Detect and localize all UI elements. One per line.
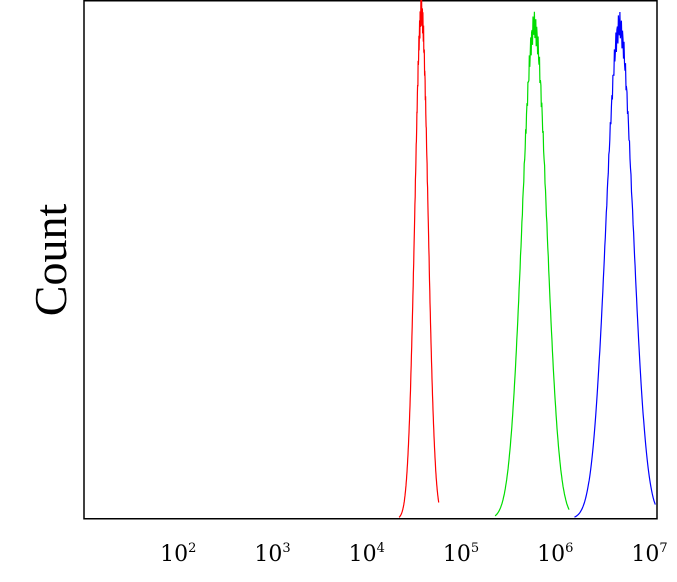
- x-tick-labels: 102 103 104 105 106 107: [160, 541, 668, 567]
- series-layer: [398, 0, 656, 518]
- x-tick-label: 105: [443, 541, 479, 567]
- x-tick-label: 103: [254, 541, 290, 567]
- y-axis-label: Count: [25, 204, 76, 317]
- x-tick-label: 107: [631, 541, 667, 567]
- x-tick-label: 102: [160, 541, 196, 567]
- histogram-series: [494, 11, 570, 517]
- histogram-series: [398, 0, 440, 518]
- x-tick-label: 106: [537, 541, 573, 567]
- plot-frame: [83, 0, 658, 520]
- x-tick-label: 104: [349, 541, 385, 567]
- histogram-series: [574, 11, 656, 518]
